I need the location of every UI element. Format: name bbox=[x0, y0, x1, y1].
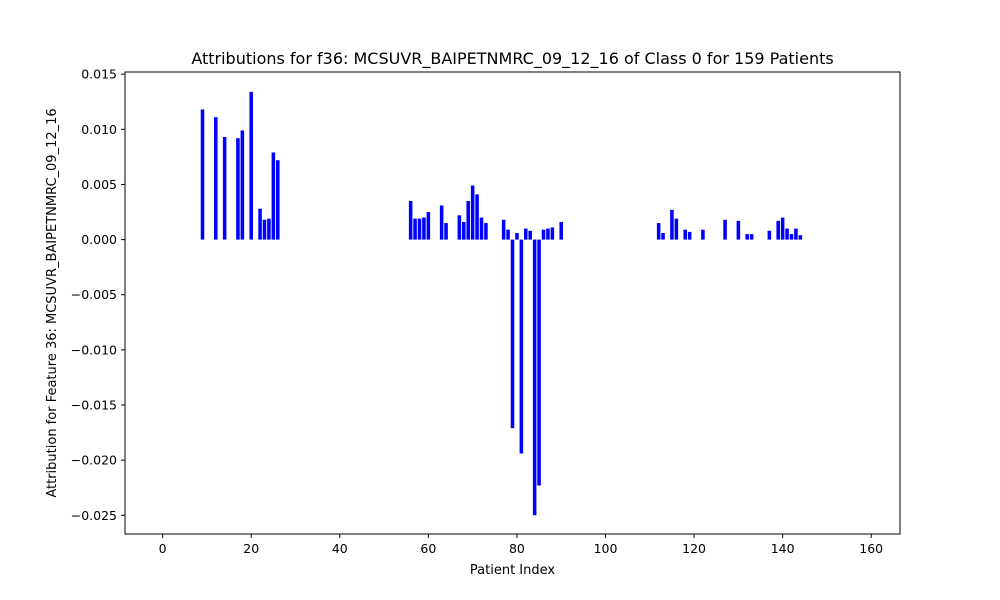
bar-patient-90 bbox=[559, 221, 563, 240]
bar-patient-25 bbox=[271, 152, 276, 240]
bar-patient-56 bbox=[408, 201, 413, 240]
bar-patient-57 bbox=[413, 218, 417, 240]
bar-patient-112 bbox=[656, 223, 661, 240]
y-tick-label: 0.000 bbox=[81, 232, 117, 247]
bar-patient-63 bbox=[439, 205, 444, 240]
bar-patient-130 bbox=[736, 220, 741, 240]
bar-patient-87 bbox=[546, 228, 550, 240]
bar-patient-139 bbox=[776, 220, 780, 240]
bar-patient-59 bbox=[422, 217, 426, 240]
bar-patient-81 bbox=[519, 239, 524, 454]
bar-patient-72 bbox=[479, 217, 484, 240]
x-tick-label: 0 bbox=[159, 541, 167, 556]
bar-patient-78 bbox=[506, 229, 510, 240]
y-tick-label: −0.005 bbox=[71, 287, 117, 302]
bar-patient-67 bbox=[457, 215, 462, 240]
bar-patient-23 bbox=[262, 219, 267, 240]
bar-patient-77 bbox=[501, 219, 506, 240]
y-tick-label: 0.015 bbox=[81, 67, 117, 82]
bar-patient-69 bbox=[466, 201, 470, 240]
bar-patient-80 bbox=[515, 232, 519, 240]
bar-patient-143 bbox=[794, 228, 798, 240]
y-tick-label: −0.010 bbox=[71, 342, 117, 357]
bar-patient-115 bbox=[670, 209, 674, 240]
bar-patient-132 bbox=[745, 234, 749, 240]
x-tick-label: 40 bbox=[332, 541, 348, 556]
bar-patient-88 bbox=[550, 227, 555, 240]
bar-patient-17 bbox=[236, 138, 240, 240]
bar-patient-113 bbox=[661, 232, 665, 240]
plot-frame bbox=[124, 71, 901, 535]
bar-patient-122 bbox=[701, 229, 705, 240]
bar-patient-137 bbox=[767, 230, 772, 240]
bar-patient-140 bbox=[780, 217, 785, 240]
bar-patient-64 bbox=[444, 223, 448, 240]
bar-patient-71 bbox=[475, 194, 479, 240]
bar-patient-18 bbox=[240, 130, 245, 240]
bar-patient-20 bbox=[249, 91, 253, 240]
bars-group bbox=[200, 91, 803, 516]
y-tick-label: −0.025 bbox=[71, 508, 117, 523]
y-tick-label: −0.015 bbox=[71, 397, 117, 412]
bar-patient-141 bbox=[785, 228, 789, 240]
bar-patient-26 bbox=[276, 160, 280, 240]
bar-patient-142 bbox=[789, 234, 794, 240]
bar-patient-82 bbox=[524, 228, 528, 240]
bar-patient-22 bbox=[258, 208, 262, 240]
chart-title: Attributions for f36: MCSUVR_BAIPETNMRC_… bbox=[191, 49, 833, 69]
bar-patient-9 bbox=[200, 109, 205, 240]
bar-patient-14 bbox=[222, 137, 227, 240]
y-tick-label: −0.020 bbox=[71, 453, 117, 468]
bar-patient-84 bbox=[532, 239, 537, 516]
x-tick-label: 20 bbox=[243, 541, 259, 556]
x-tick-label: 100 bbox=[594, 541, 618, 556]
x-tick-label: 60 bbox=[420, 541, 436, 556]
bar-patient-68 bbox=[462, 221, 466, 240]
bar-patient-24 bbox=[267, 218, 271, 240]
bar-patient-86 bbox=[541, 229, 546, 240]
bar-patient-12 bbox=[214, 117, 218, 240]
bar-patient-119 bbox=[687, 231, 692, 240]
bar-patient-60 bbox=[426, 212, 431, 240]
x-tick-label: 120 bbox=[682, 541, 706, 556]
bar-patient-73 bbox=[484, 223, 488, 240]
y-tick-label: 0.010 bbox=[81, 122, 117, 137]
bar-patient-85 bbox=[537, 239, 541, 486]
bar-patient-127 bbox=[723, 219, 727, 240]
bar-patient-58 bbox=[417, 218, 422, 240]
bar-patient-79 bbox=[510, 239, 515, 429]
bar-patient-116 bbox=[674, 218, 679, 240]
bar-patient-144 bbox=[798, 235, 803, 240]
y-tick-label: 0.005 bbox=[81, 177, 117, 192]
y-axis-label: Attribution for Feature 36: MCSUVR_BAIPE… bbox=[45, 108, 60, 497]
x-tick-label: 160 bbox=[859, 541, 883, 556]
x-tick-label: 80 bbox=[509, 541, 525, 556]
bar-patient-133 bbox=[749, 234, 754, 240]
bar-patient-70 bbox=[470, 185, 475, 240]
x-axis: 0 20 40 60 80 100 120 140 160 bbox=[159, 534, 883, 556]
x-axis-label: Patient Index bbox=[470, 563, 555, 578]
x-tick-label: 140 bbox=[771, 541, 795, 556]
bar-patient-83 bbox=[528, 230, 532, 240]
bar-patient-118 bbox=[683, 229, 687, 240]
y-axis: 0.015 0.010 0.005 0.000 −0.005 −0.010 −0.015 −0… bbox=[71, 67, 125, 523]
